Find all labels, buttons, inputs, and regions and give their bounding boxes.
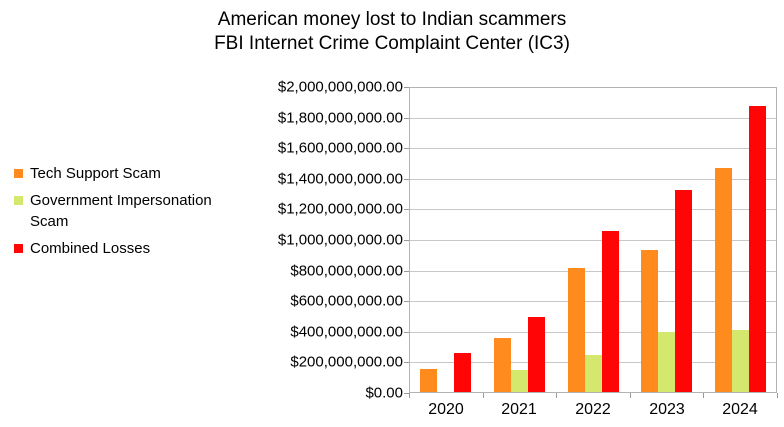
- gridline: [410, 209, 776, 210]
- y-axis-tick-mark: [404, 301, 409, 302]
- legend-swatch-government-impersonation-scam: [14, 196, 23, 205]
- bar-2024-combined-losses: [749, 106, 766, 392]
- bar-2022-tech-support-scam: [568, 268, 585, 392]
- y-axis-tick-label: $400,000,000.00: [290, 323, 403, 341]
- x-axis-tick-mark: [556, 393, 557, 398]
- gridline: [410, 240, 776, 241]
- legend-label: Tech Support Scam: [30, 165, 161, 182]
- x-axis-tick-label: 2021: [501, 401, 537, 418]
- x-axis-tick-mark: [630, 393, 631, 398]
- bar-2024-tech-support-scam: [715, 168, 732, 392]
- legend-label: Government Impersonation Scam: [30, 192, 212, 230]
- bar-2021-government-impersonation-scam: [511, 370, 528, 392]
- gridline: [410, 301, 776, 302]
- legend-label: Combined Losses: [30, 240, 151, 257]
- bar-2021-combined-losses: [528, 317, 545, 392]
- y-axis-tick-label: $200,000,000.00: [290, 353, 403, 371]
- bar-2021-tech-support-scam: [494, 338, 511, 392]
- y-axis-tick-label: $0.00: [365, 384, 403, 402]
- legend: Tech Support Scam Government Impersonatio…: [14, 163, 230, 259]
- x-axis-tick-mark: [409, 393, 410, 398]
- bar-2023-combined-losses: [675, 190, 692, 392]
- legend-item-combined-losses: Combined Losses: [14, 238, 230, 259]
- y-axis-tick-label: $1,000,000,000.00: [277, 231, 403, 249]
- y-axis-tick-label: $600,000,000.00: [290, 292, 403, 310]
- chart-title: American money lost to Indian scammers: [217, 9, 567, 30]
- gridline: [410, 332, 776, 333]
- legend-item-tech-support-scam: Tech Support Scam: [14, 163, 230, 184]
- gridline: [410, 148, 776, 149]
- x-axis-tick-mark: [777, 393, 778, 398]
- y-axis-tick-mark: [404, 240, 409, 241]
- legend-item-government-impersonation-scam: Government Impersonation Scam: [14, 190, 230, 232]
- y-axis-tick-mark: [404, 148, 409, 149]
- y-axis-tick-mark: [404, 362, 409, 363]
- x-axis-tick-mark: [703, 393, 704, 398]
- legend-swatch-combined-losses: [14, 244, 23, 253]
- bar-2022-government-impersonation-scam: [585, 355, 602, 392]
- y-axis-tick-mark: [404, 271, 409, 272]
- y-axis-tick-mark: [404, 118, 409, 119]
- x-axis-tick-label: 2023: [649, 401, 685, 418]
- y-axis-tick-label: $1,600,000,000.00: [277, 139, 403, 157]
- y-axis-tick-mark: [404, 179, 409, 180]
- bar-2020-combined-losses: [454, 353, 471, 392]
- legend-swatch-tech-support-scam: [14, 169, 23, 178]
- gridline: [410, 179, 776, 180]
- x-axis-tick-label: 2022: [575, 401, 611, 418]
- y-axis-tick-mark: [404, 87, 409, 88]
- bar-2024-government-impersonation-scam: [732, 330, 749, 392]
- y-axis-tick-label: $1,400,000,000.00: [277, 170, 403, 188]
- x-axis-tick-label: 2024: [722, 401, 758, 418]
- gridline: [410, 118, 776, 119]
- x-axis-tick-label: 2020: [428, 401, 464, 418]
- y-axis-tick-mark: [404, 209, 409, 210]
- gridline: [410, 271, 776, 272]
- y-axis-tick-mark: [404, 332, 409, 333]
- bar-2023-government-impersonation-scam: [658, 332, 675, 392]
- x-axis-tick-mark: [483, 393, 484, 398]
- bar-2023-tech-support-scam: [641, 250, 658, 392]
- chart-subtitle: FBI Internet Crime Complaint Center (IC3…: [214, 33, 570, 54]
- bar-2022-combined-losses: [602, 231, 619, 392]
- y-axis-tick-mark: [404, 393, 409, 394]
- y-axis-tick-label: $1,200,000,000.00: [277, 200, 403, 218]
- y-axis-tick-label: $1,800,000,000.00: [277, 109, 403, 127]
- y-axis-tick-label: $2,000,000,000.00: [277, 78, 403, 96]
- y-axis-tick-label: $800,000,000.00: [290, 262, 403, 280]
- bar-2020-tech-support-scam: [420, 369, 437, 392]
